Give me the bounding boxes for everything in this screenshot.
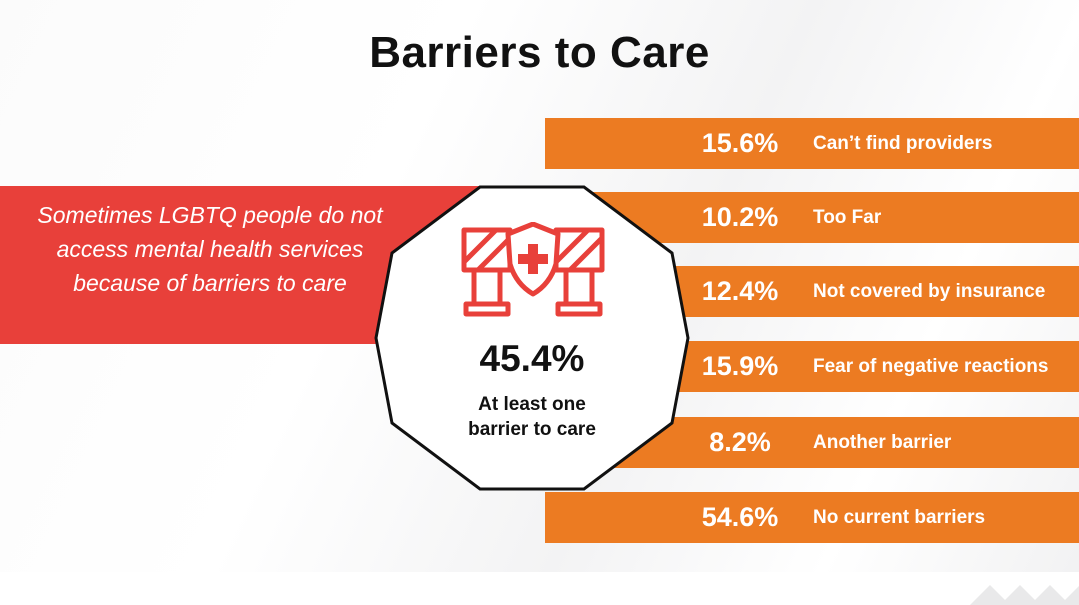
barrier-label: Fear of negative reactions xyxy=(813,356,1049,377)
barrier-percent: 15.6% xyxy=(701,128,779,158)
barrier-label: Can’t find providers xyxy=(813,133,993,154)
summary-label-line: At least one xyxy=(478,394,586,415)
summary-label: At least one barrier to care xyxy=(432,392,632,442)
barrier-label: No current barriers xyxy=(813,507,986,528)
intro-text: Sometimes LGBTQ people do not access men… xyxy=(37,202,383,296)
decorative-diamonds xyxy=(970,585,1079,605)
barrier-percent: 10.2% xyxy=(701,202,779,232)
barrier-label: Not covered by insurance xyxy=(813,281,1046,302)
barrier-row: 54.6% No current barriers xyxy=(545,492,1079,543)
barrier-label: Too Far xyxy=(813,207,882,228)
page-title: Barriers to Care xyxy=(369,28,710,77)
bottom-band xyxy=(0,572,1079,605)
barrier-percent: 54.6% xyxy=(701,502,779,532)
center-octagon xyxy=(374,185,690,491)
summary-label-line: barrier to care xyxy=(468,419,596,440)
barrier-percent: 12.4% xyxy=(701,276,779,306)
barrier-percent: 8.2% xyxy=(709,427,771,457)
barrier-percent: 15.9% xyxy=(701,351,779,381)
summary-value: 45.4% xyxy=(479,338,585,379)
barricade-shield-icon xyxy=(461,222,605,317)
barrier-row: 15.6% Can’t find providers xyxy=(545,118,1079,169)
barrier-label: Another barrier xyxy=(813,432,952,453)
